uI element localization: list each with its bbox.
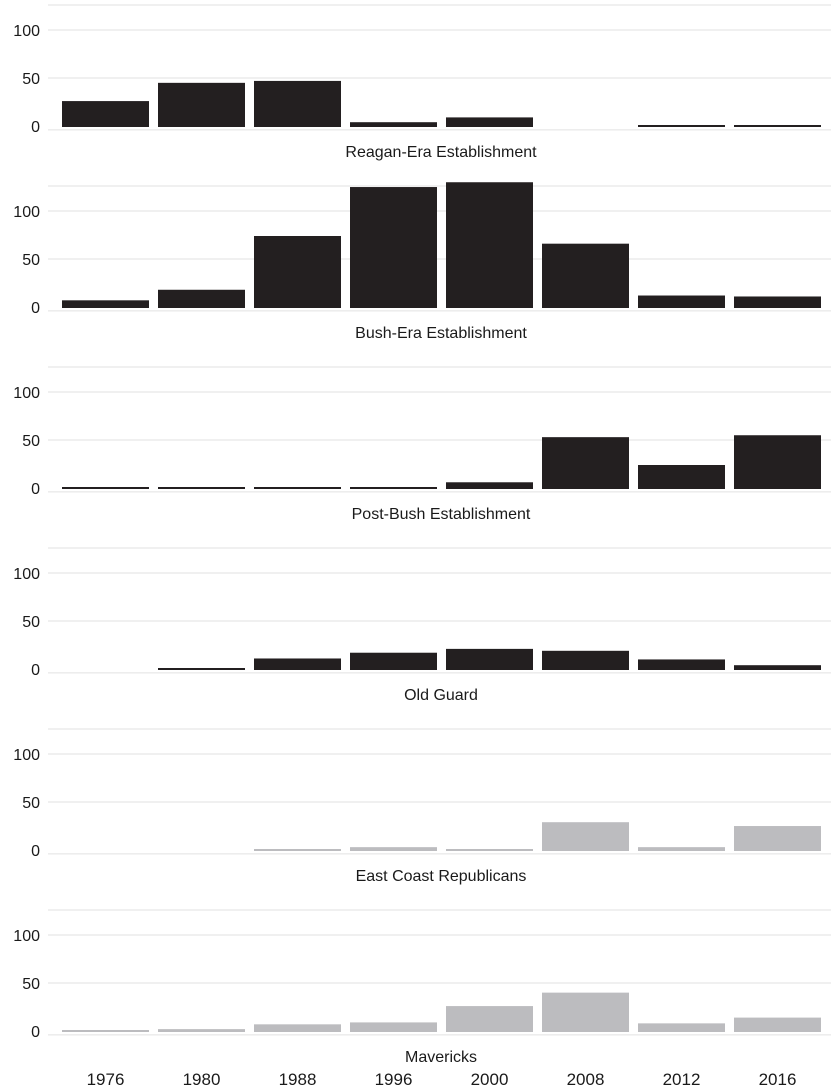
bar-1996 — [350, 652, 437, 670]
y-tick-label: 100 — [13, 747, 40, 764]
bar-2000 — [446, 849, 533, 851]
bar-2008 — [542, 650, 629, 670]
bar-2012 — [638, 125, 725, 127]
bar-1976 — [62, 487, 149, 489]
bar-1980 — [158, 289, 245, 308]
bar-1980 — [158, 1029, 245, 1032]
bar-2012 — [638, 295, 725, 308]
panel-title: Mavericks — [405, 1049, 477, 1066]
y-tick-label: 50 — [22, 71, 40, 88]
y-tick-label: 100 — [13, 385, 40, 402]
bar-1988 — [254, 658, 341, 670]
x-tick-label: 1996 — [375, 1070, 413, 1089]
bar-1976 — [62, 1030, 149, 1032]
bar-1988 — [254, 236, 341, 308]
bar-2000 — [446, 482, 533, 489]
bar-1996 — [350, 487, 437, 489]
bar-2012 — [638, 465, 725, 489]
x-tick-label: 1976 — [87, 1070, 125, 1089]
bar-2016 — [734, 1017, 821, 1032]
bar-2008 — [542, 243, 629, 308]
bar-1988 — [254, 1024, 341, 1032]
bar-1996 — [350, 122, 437, 127]
bar-1988 — [254, 849, 341, 851]
y-tick-label: 100 — [13, 23, 40, 40]
bar-2008 — [542, 822, 629, 851]
bar-1996 — [350, 1022, 437, 1032]
panel-title: Reagan-Era Establishment — [345, 144, 537, 161]
panel-title: Old Guard — [404, 687, 478, 704]
y-tick-label: 100 — [13, 204, 40, 221]
bar-1980 — [158, 668, 245, 670]
bar-2008 — [542, 437, 629, 489]
bar-1996 — [350, 847, 437, 851]
panel-4: 0 50 100 East Coast Republicans — [13, 728, 831, 885]
bar-2012 — [638, 1023, 725, 1032]
y-tick-label: 50 — [22, 252, 40, 269]
panel-3: 0 50 100 Old Guard — [13, 547, 831, 704]
bar-2008 — [542, 992, 629, 1032]
bar-1988 — [254, 487, 341, 489]
bar-2016 — [734, 125, 821, 127]
x-axis: 1976 1980 1988 1996 2000 2008 2012 2016 — [87, 1070, 797, 1089]
x-tick-label: 2000 — [471, 1070, 509, 1089]
y-tick-label: 50 — [22, 614, 40, 631]
y-tick-label: 0 — [31, 300, 40, 317]
bar-2016 — [734, 665, 821, 670]
y-tick-label: 50 — [22, 976, 40, 993]
panel-title: Post-Bush Establishment — [352, 506, 531, 523]
x-tick-label: 1980 — [183, 1070, 221, 1089]
panel-5: 0 50 100 Mavericks — [13, 909, 831, 1066]
bar-2000 — [446, 1006, 533, 1032]
panel-1: 0 50 100 Bush-Era Establishment — [13, 182, 831, 342]
bar-1976 — [62, 300, 149, 308]
y-tick-label: 0 — [31, 662, 40, 679]
y-tick-label: 100 — [13, 566, 40, 583]
bar-2000 — [446, 648, 533, 670]
panel-title: Bush-Era Establishment — [355, 325, 527, 342]
bar-2016 — [734, 435, 821, 489]
bar-2016 — [734, 826, 821, 851]
panel-title: East Coast Republicans — [356, 868, 527, 885]
y-tick-label: 0 — [31, 481, 40, 498]
bar-2012 — [638, 659, 725, 670]
bar-2000 — [446, 117, 533, 127]
bar-1980 — [158, 487, 245, 489]
bar-2012 — [638, 847, 725, 851]
y-tick-label: 100 — [13, 928, 40, 945]
x-tick-label: 2016 — [759, 1070, 797, 1089]
panel-2: 0 50 100 Post-Bush Establishment — [13, 366, 831, 523]
x-tick-label: 2008 — [567, 1070, 605, 1089]
x-tick-label: 1988 — [279, 1070, 317, 1089]
y-tick-label: 50 — [22, 795, 40, 812]
x-tick-label: 2012 — [663, 1070, 701, 1089]
y-tick-label: 0 — [31, 119, 40, 136]
panel-0: 0 50 100 Reagan-Era Establishment — [13, 4, 831, 161]
bar-1988 — [254, 80, 341, 127]
y-tick-label: 50 — [22, 433, 40, 450]
bar-2000 — [446, 182, 533, 308]
bar-1996 — [350, 187, 437, 308]
bar-1980 — [158, 82, 245, 127]
bar-1976 — [62, 101, 149, 127]
y-tick-label: 0 — [31, 843, 40, 860]
y-tick-label: 0 — [31, 1024, 40, 1041]
bar-2016 — [734, 296, 821, 308]
